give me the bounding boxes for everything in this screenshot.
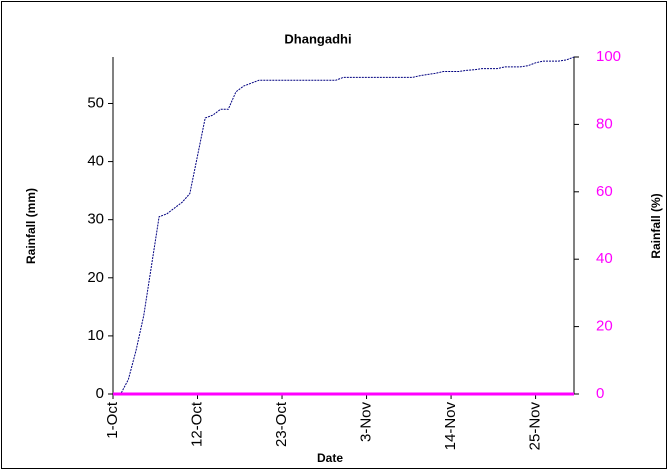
y2-tick-label: 100	[596, 48, 621, 65]
x-tick-label: 14-Nov	[442, 402, 459, 451]
y-tick-label: 30	[87, 211, 104, 228]
y2-tick-label: 40	[596, 250, 613, 267]
x-tick-label: 25-Nov	[527, 402, 544, 451]
x-axis-label: Date	[317, 451, 343, 465]
chart-title: Dhangadhi	[284, 31, 351, 46]
x-tick-label: 23-Oct	[273, 401, 290, 447]
x-tick-label: 1-Oct	[104, 401, 121, 439]
y-tick-label: 10	[87, 327, 104, 344]
x-tick-label: 12-Oct	[188, 401, 205, 447]
y2-tick-label: 80	[596, 115, 613, 132]
y-tick-label: 20	[87, 269, 104, 286]
series-line	[113, 56, 575, 395]
x-tick-label: 3-Nov	[358, 402, 375, 443]
y2-axis-label: Rainfall (%)	[649, 193, 663, 258]
y2-tick-label: 20	[596, 318, 613, 335]
y2-tick-label: 0	[596, 385, 604, 402]
y-tick-label: 40	[87, 153, 104, 170]
y2-tick-label: 60	[596, 183, 613, 200]
y-tick-label: 50	[87, 94, 104, 111]
y-axis-label: Rainfall (mm)	[24, 188, 38, 264]
y-tick-label: 0	[96, 385, 104, 402]
